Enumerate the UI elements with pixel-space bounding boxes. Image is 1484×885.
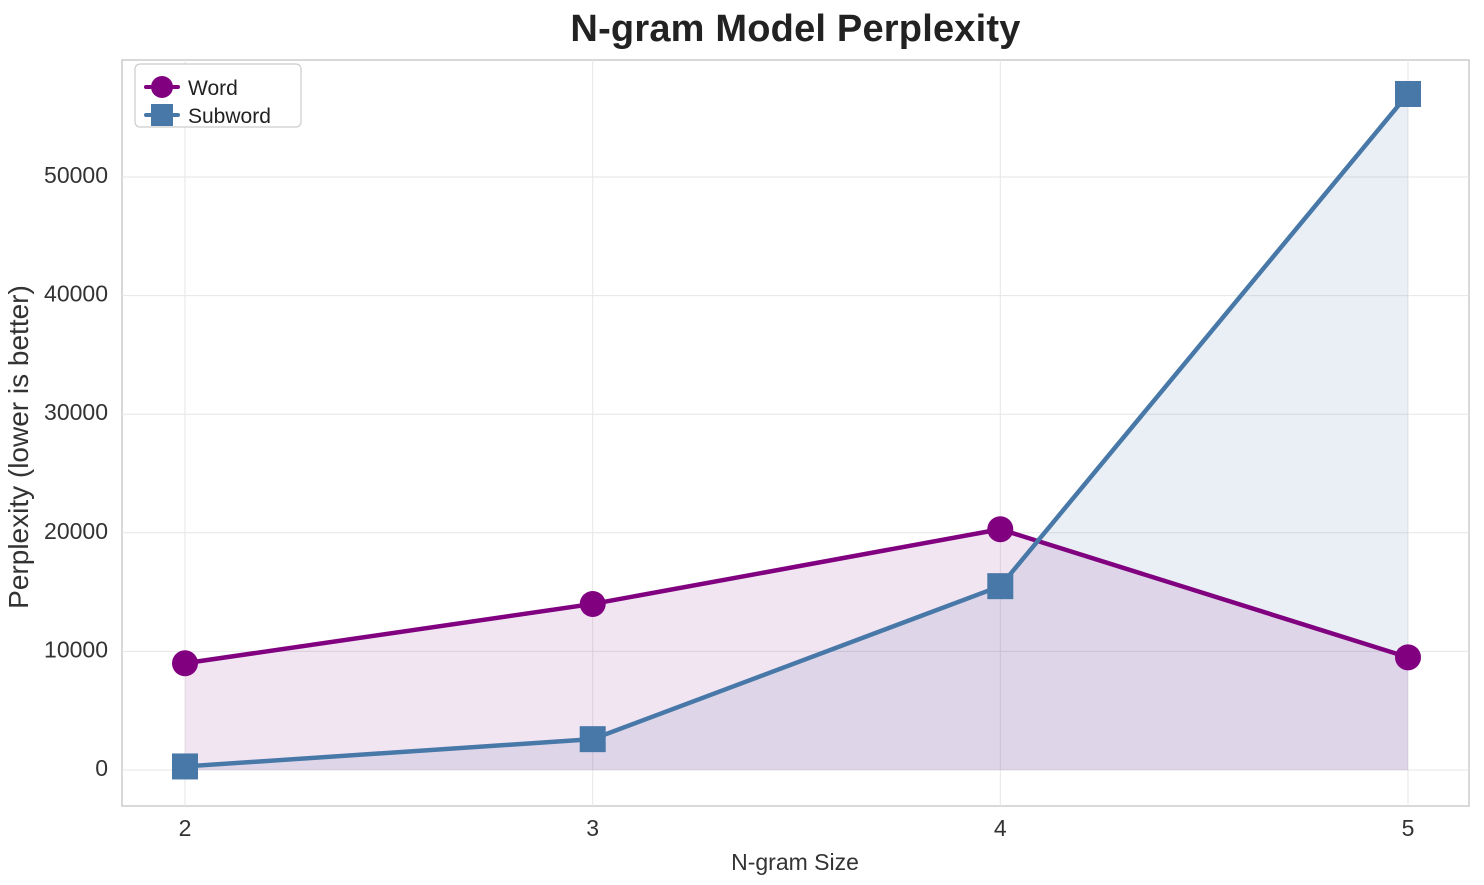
svg-text:50000: 50000 [44,162,108,188]
svg-text:5: 5 [1402,815,1415,841]
svg-text:N-gram Size: N-gram Size [731,849,859,875]
svg-text:Subword: Subword [188,105,271,128]
svg-text:10000: 10000 [44,636,108,662]
svg-text:20000: 20000 [44,518,108,544]
svg-text:4: 4 [994,815,1007,841]
svg-text:Word: Word [188,77,238,100]
svg-text:3: 3 [586,815,599,841]
svg-text:2: 2 [179,815,192,841]
svg-text:Perplexity (lower is better): Perplexity (lower is better) [3,285,34,609]
svg-text:40000: 40000 [44,281,108,307]
svg-text:30000: 30000 [44,399,108,425]
svg-text:0: 0 [95,755,108,781]
